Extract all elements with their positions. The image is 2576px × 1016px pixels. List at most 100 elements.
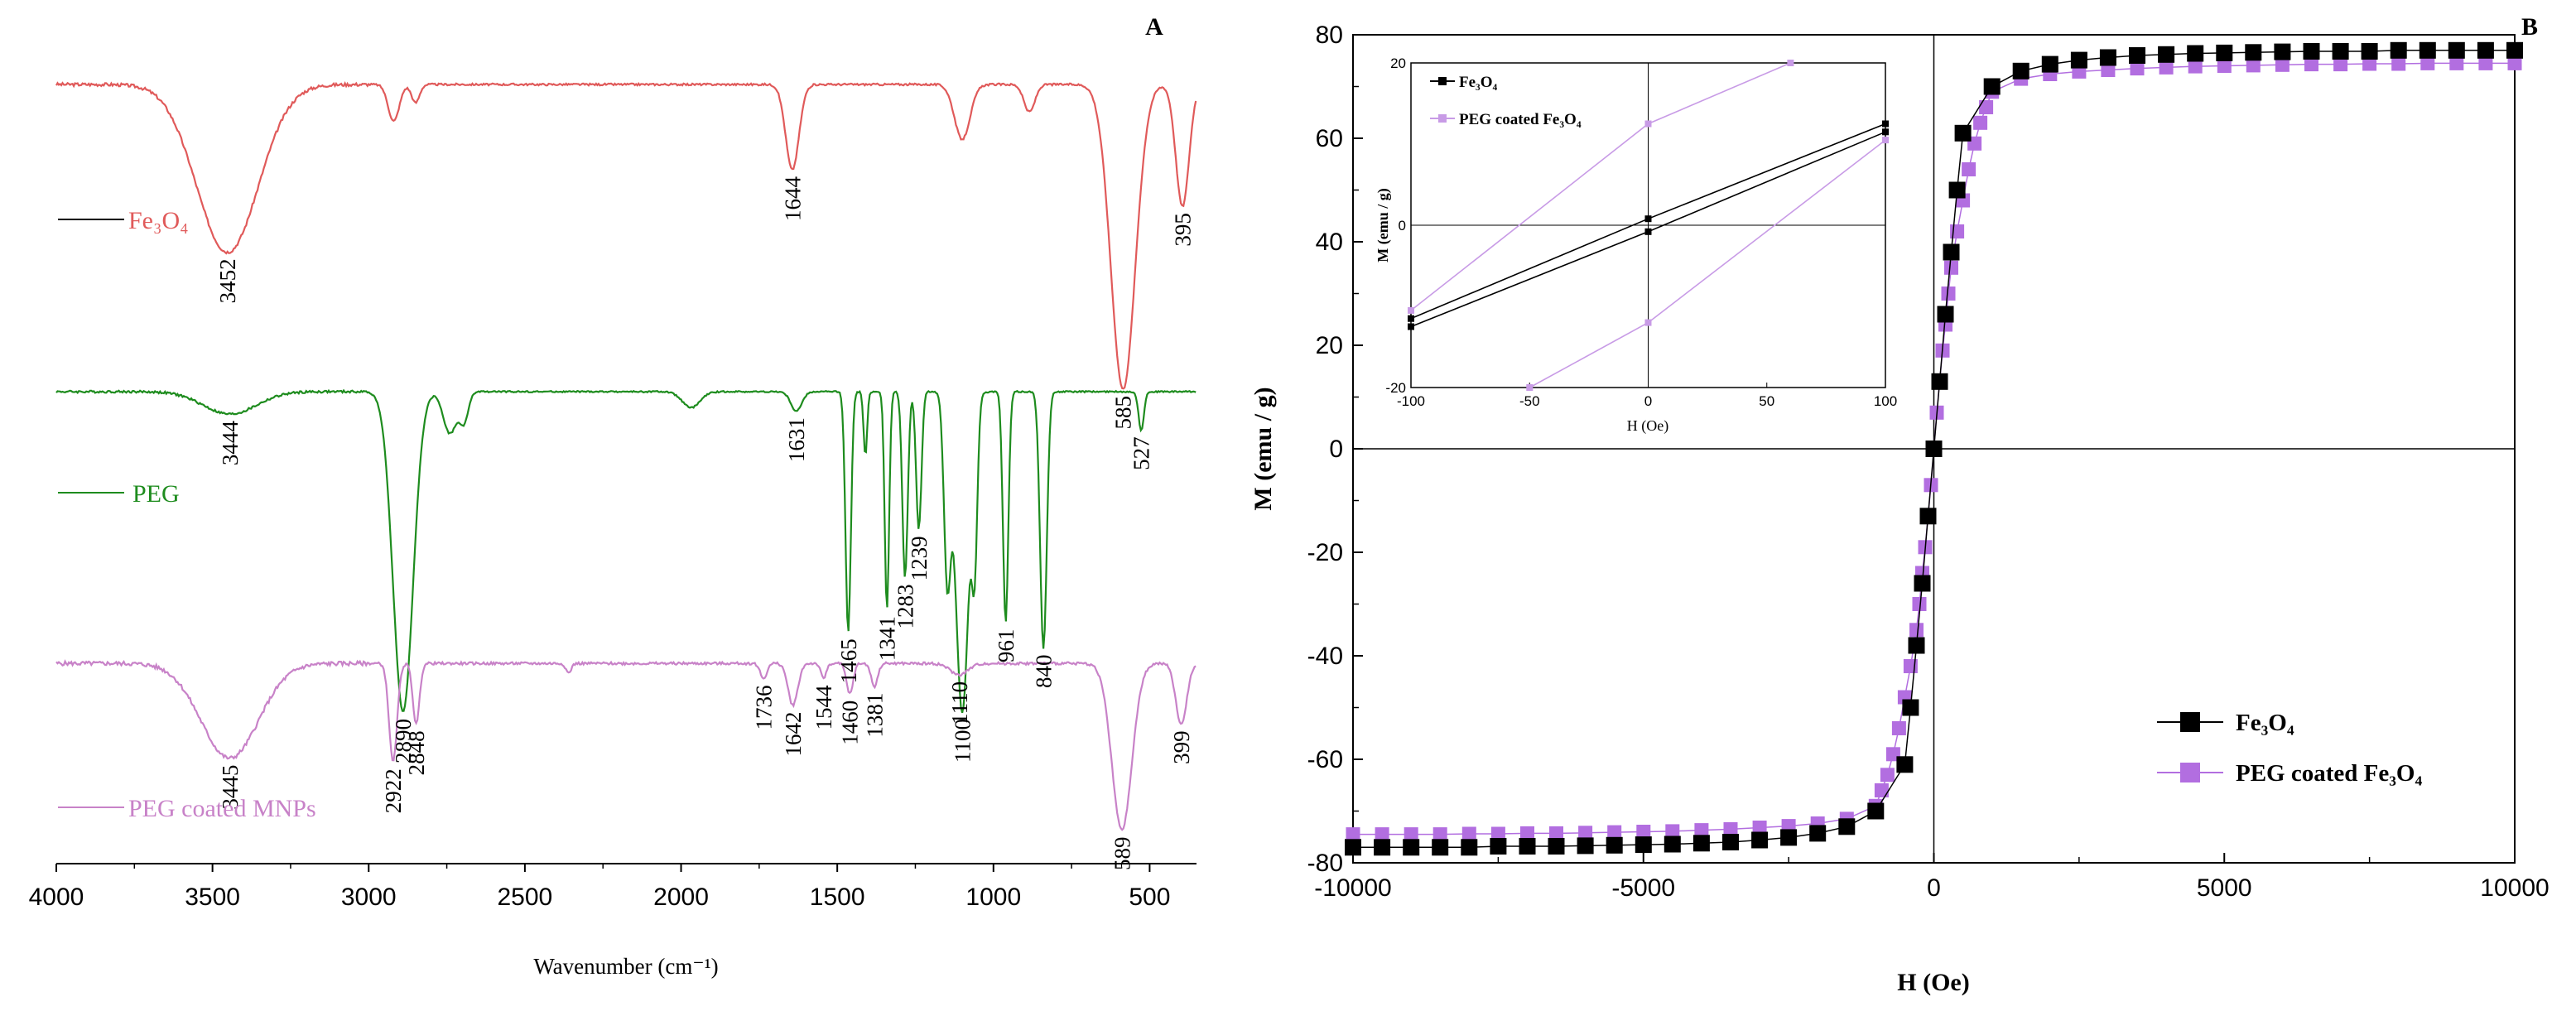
ftir-x-tick-label-6: 1000	[965, 884, 1021, 911]
vsm-point-peg_fe3o4	[1874, 783, 1889, 797]
vsm-x-tick-label-0: -10000	[1314, 874, 1391, 902]
vsm-y-tick-label-5: 20	[1316, 332, 1343, 359]
vsm-point-fe3o4	[2158, 46, 2175, 63]
inset-ticks: -100 -50 0 50 100 -20 0 20	[1385, 55, 1897, 409]
vsm-point-fe3o4	[2506, 41, 2523, 59]
vsm-point-fe3o4	[1519, 838, 1536, 855]
vsm-point-peg_fe3o4	[1723, 821, 1738, 836]
vsm-legend-fe3o4-text: Fe₃O₄	[2236, 710, 2294, 736]
ftir-peak-label-fe3o4-3: 395	[1170, 213, 1195, 247]
ftir-x-tick-label-7: 500	[1129, 884, 1170, 911]
vsm-point-fe3o4	[1635, 836, 1652, 854]
vsm-point-peg_fe3o4	[1404, 827, 1418, 842]
vsm-point-peg_fe3o4	[2130, 61, 2145, 76]
ftir-peak-label-peg_mnp-2: 2848	[404, 730, 429, 775]
vsm-x-tick-label-3: 5000	[2197, 874, 2252, 902]
inset-point-peg_fe3o4	[1644, 319, 1652, 326]
vsm-point-fe3o4	[1902, 699, 1919, 716]
ftir-x-ticks: 4000 3500 3000 2500 2000 1500 1000 500	[29, 864, 1170, 911]
inset-point-fe3o4	[1644, 215, 1652, 223]
ftir-peak-label-peg_mnp-1: 2922	[381, 768, 406, 813]
inset-point-fe3o4	[1644, 228, 1652, 235]
inset-point-fe3o4	[1882, 128, 1889, 136]
vsm-legend-peg-text: PEG coated Fe₃O₄	[2236, 760, 2422, 787]
vsm-point-peg_fe3o4	[2304, 57, 2318, 72]
ftir-peak-label-fe3o4-0: 3452	[215, 258, 240, 303]
vsm-point-fe3o4	[1867, 802, 1885, 820]
vsm-point-peg_fe3o4	[1432, 827, 1447, 842]
vsm-point-peg_fe3o4	[1891, 721, 1906, 735]
inset-x-tick-label-4: 100	[1874, 393, 1897, 409]
vsm-point-fe3o4	[1751, 831, 1769, 849]
vsm-point-fe3o4	[1374, 839, 1391, 856]
ftir-line-fe3o4	[55, 80, 1197, 390]
vsm-point-peg_fe3o4	[1520, 826, 1534, 840]
vsm-point-peg_fe3o4	[2246, 58, 2261, 73]
vsm-legend-fe3o4-marker	[2180, 712, 2200, 732]
vsm-point-peg_fe3o4	[2449, 55, 2464, 70]
vsm-point-fe3o4	[1925, 441, 1943, 457]
ftir-peak-label-fe3o4-2: 585	[1111, 396, 1136, 430]
vsm-point-fe3o4	[1908, 637, 1925, 654]
inset-x-tick-label-1: -50	[1519, 393, 1540, 409]
inset-point-fe3o4	[1408, 315, 1414, 322]
vsm-point-peg_fe3o4	[1490, 826, 1505, 841]
inset-series-group	[1408, 60, 1889, 391]
ftir-peak-label-peg-3: 1465	[836, 638, 861, 683]
vsm-point-peg_fe3o4	[2159, 60, 2174, 75]
ftir-peak-label-peg-0: 3444	[218, 421, 243, 466]
vsm-point-peg_fe3o4	[1979, 100, 1994, 114]
panel-a-ftir-chart: A 3452 1644 585 395 3444 2890 1631 1465 13411283…	[29, 13, 1197, 979]
ftir-peak-label-peg-10: 527	[1129, 436, 1154, 470]
inset-point-peg_fe3o4	[1408, 306, 1414, 314]
vsm-point-peg_fe3o4	[1962, 162, 1977, 176]
vsm-point-fe3o4	[2477, 41, 2494, 59]
vsm-point-peg_fe3o4	[1549, 826, 1563, 840]
ftir-line-peg_mnp	[55, 659, 1197, 831]
vsm-point-peg_fe3o4	[1665, 824, 1680, 839]
vsm-point-fe3o4	[2041, 55, 2058, 73]
inset-point-peg_fe3o4	[1787, 60, 1794, 66]
ftir-x-axis-title: Wavenumber (cm⁻¹)	[533, 954, 718, 979]
vsm-y-tick-label-0: -80	[1307, 850, 1343, 877]
vsm-point-fe3o4	[1490, 838, 1507, 855]
vsm-point-fe3o4	[1896, 756, 1914, 773]
ftir-peak-label-peg_mnp-7: 1381	[862, 693, 887, 738]
inset-legend-fe3o4-marker	[1438, 77, 1447, 85]
vsm-point-peg_fe3o4	[2188, 59, 2203, 74]
vsm-point-peg_fe3o4	[1694, 823, 1709, 838]
ftir-label-fe3o4: Fe₃O₄	[58, 207, 189, 234]
ftir-series-group	[55, 80, 1197, 831]
vsm-point-fe3o4	[2245, 44, 2262, 61]
inset-x-axis-title: H (Oe)	[1627, 417, 1668, 435]
panel-a-label: A	[1145, 13, 1163, 41]
vsm-point-fe3o4	[1780, 829, 1798, 846]
ftir-label-peg: PEG	[58, 480, 180, 508]
inset-y-tick-label-0: -20	[1385, 380, 1406, 396]
ftir-label-fe3o4-text: Fe₃O₄	[128, 207, 189, 234]
vsm-x-tick-label-2: 0	[1927, 874, 1941, 902]
vsm-point-peg_fe3o4	[2362, 56, 2377, 71]
ftir-peak-label-peg-6: 1239	[907, 536, 932, 580]
vsm-point-peg_fe3o4	[2333, 57, 2348, 72]
vsm-legend-peg-marker	[2180, 763, 2200, 782]
vsm-point-fe3o4	[2390, 41, 2407, 59]
vsm-point-peg_fe3o4	[2101, 63, 2116, 77]
vsm-point-fe3o4	[2419, 41, 2436, 59]
vsm-x-axis-title: H (Oe)	[1897, 969, 1969, 996]
vsm-point-fe3o4	[1919, 508, 1937, 525]
inset-point-fe3o4	[1408, 323, 1414, 330]
vsm-y-tick-label-4: 0	[1329, 436, 1343, 463]
vsm-point-peg_fe3o4	[1880, 768, 1895, 782]
vsm-ticks: -10000 -5000 0 5000 10000-80-60-40-200204060…	[1307, 22, 2550, 902]
inset-legend-peg-text: PEG coated Fe₃O₄	[1459, 111, 1582, 128]
ftir-peak-label-peg_mnp-5: 1544	[811, 685, 836, 730]
vsm-point-peg_fe3o4	[1578, 826, 1593, 840]
vsm-point-fe3o4	[2012, 62, 2030, 79]
inset-legend-peg-marker	[1438, 114, 1447, 123]
vsm-point-peg_fe3o4	[1346, 827, 1360, 842]
vsm-point-peg_fe3o4	[1636, 825, 1651, 839]
vsm-point-fe3o4	[1838, 818, 1856, 835]
